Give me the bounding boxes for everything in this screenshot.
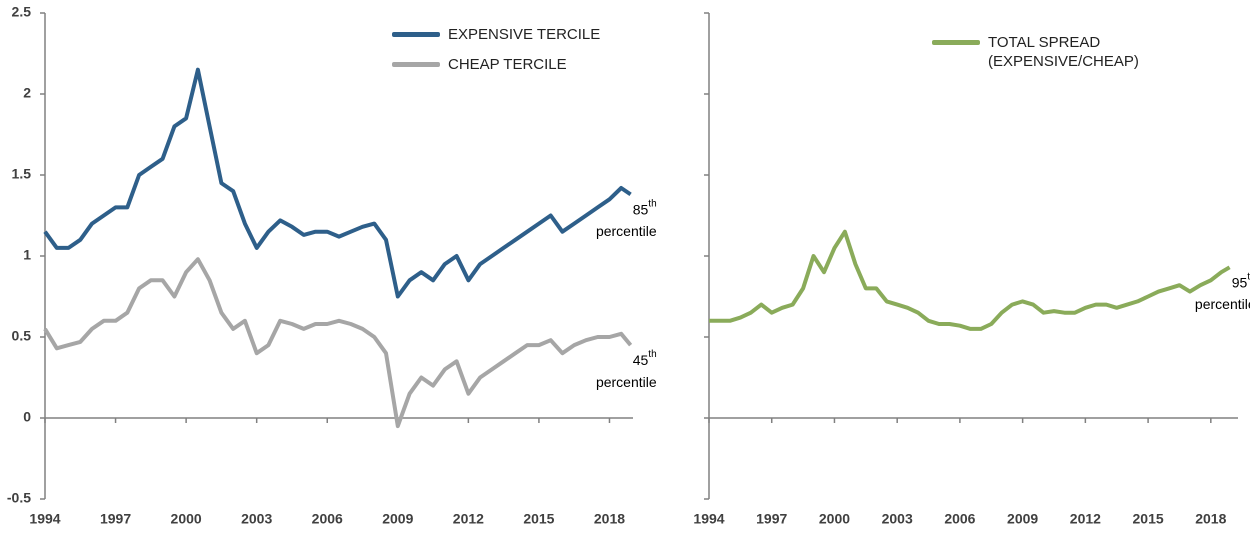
annotation-label: percentile [1195,296,1250,312]
annotation-label: percentile [596,223,657,239]
x-tick-label: 2006 [944,511,975,527]
x-tick-label: 2009 [1007,511,1038,527]
annotation: 45th [633,349,657,368]
x-tick-label: 2012 [1070,511,1101,527]
legend-swatch [392,62,440,67]
x-tick-label: 2018 [594,511,625,527]
annotation-label: percentile [596,374,657,390]
legend-swatch [932,40,980,45]
x-tick-label: 2018 [1195,511,1226,527]
annotation-number: 45 [633,352,649,368]
series-line [709,229,1231,331]
x-tick-label: 2015 [523,511,554,527]
x-tick-label: 2006 [312,511,343,527]
y-tick-label: 2 [23,85,31,101]
x-tick-label: 2012 [453,511,484,527]
x-tick-label: 2003 [882,511,913,527]
x-tick-label: 2009 [382,511,413,527]
x-tick-label: 1994 [29,511,60,527]
legend-swatch [392,32,440,37]
y-tick-label: 1.5 [12,166,32,182]
x-tick-label: 1997 [100,511,131,527]
y-tick-label: -0.5 [7,490,31,506]
y-tick-label: 0 [23,409,31,425]
annotation-suffix: th [1247,271,1250,282]
x-tick-label: 1994 [693,511,724,527]
legend-entry: TOTAL SPREAD (EXPENSIVE/CHEAP) [932,33,1188,71]
annotation-suffix: th [648,198,656,209]
legend-entry: EXPENSIVE TERCILE [392,25,708,44]
y-tick-label: 2.5 [12,4,32,20]
x-tick-label: 1997 [756,511,787,527]
annotation-number: 95 [1232,274,1248,290]
annotation-suffix: th [648,349,656,360]
legend-label: EXPENSIVE TERCILE [448,26,601,43]
y-tick-label: 1 [23,247,31,263]
annotation: 85th [633,198,657,217]
x-tick-label: 2000 [171,511,202,527]
annotation-number: 85 [633,201,649,217]
series-line [43,257,633,429]
series-line [43,67,632,299]
annotation: 95th [1232,271,1250,290]
x-tick-label: 2003 [241,511,272,527]
legend-entry: CHEAP TERCILE [392,55,708,74]
legend-label: CHEAP TERCILE [448,56,567,73]
x-tick-label: 2000 [819,511,850,527]
legend-label: TOTAL SPREAD (EXPENSIVE/CHEAP) [988,34,1139,70]
y-tick-label: 0.5 [12,328,32,344]
x-tick-label: 2015 [1133,511,1164,527]
